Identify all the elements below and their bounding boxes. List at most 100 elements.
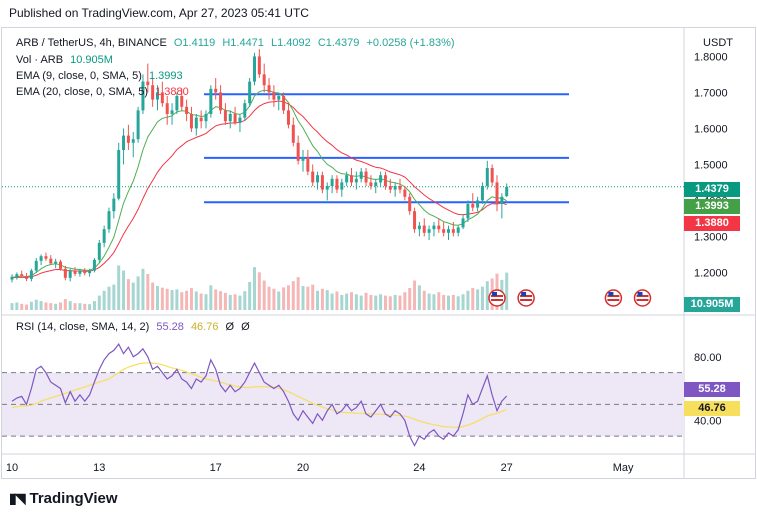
- legend-ema9-label: EMA (9, close, 0, SMA, 5): [16, 70, 142, 82]
- candle-body: [10, 276, 14, 280]
- volume-bar: [447, 295, 450, 310]
- candle-body: [131, 139, 135, 143]
- candle-body: [122, 135, 126, 150]
- candle-body: [92, 259, 96, 271]
- ema9-price-tag: 1.3993: [684, 199, 740, 214]
- candle-body: [490, 168, 494, 183]
- volume-bar: [39, 301, 43, 310]
- volume-bar: [25, 304, 29, 310]
- published-line: Published on TradingView.com, Apr 27, 20…: [9, 6, 309, 20]
- legend-symbol: ARB / TetherUS, 4h, BINANCE: [16, 37, 167, 49]
- rsi-tick-label: 80.00: [694, 352, 722, 364]
- candle-body: [209, 88, 213, 114]
- last-price-tag: 1.4379: [684, 182, 740, 197]
- volume-bar: [408, 288, 412, 310]
- volume-bar: [194, 291, 198, 310]
- time-tick-label: 17: [210, 462, 222, 474]
- candle-body: [277, 96, 281, 100]
- candle-body: [325, 186, 329, 190]
- candle-body: [267, 85, 271, 93]
- volume-bar: [248, 281, 252, 310]
- candle-body: [97, 242, 101, 260]
- candle-body: [262, 74, 266, 86]
- volume-bar: [199, 293, 203, 310]
- volume-bar: [122, 270, 126, 310]
- volume-bar: [301, 286, 305, 310]
- candle-body: [59, 261, 62, 269]
- footer-brand[interactable]: ▮◥ TradingView: [9, 490, 118, 507]
- legend-rsi-extra1: Ø: [225, 321, 235, 333]
- candle-body: [330, 178, 334, 186]
- candle-body: [413, 211, 417, 230]
- candle-body: [461, 218, 465, 228]
- volume-bar: [471, 288, 475, 310]
- volume-bar: [403, 292, 407, 310]
- candle-body: [345, 175, 349, 183]
- volume-bar: [54, 303, 58, 310]
- volume-bar: [209, 285, 213, 310]
- volume-bar: [29, 301, 33, 310]
- volume-bar: [325, 290, 329, 310]
- candle-body: [480, 186, 484, 201]
- candle-body: [291, 124, 295, 143]
- candle-body: [505, 186, 509, 197]
- volume-bar: [427, 293, 431, 310]
- legend-open: O1.4119: [173, 37, 216, 49]
- candle-body: [320, 175, 324, 190]
- legend-ema20-value: 1.3880: [155, 86, 189, 98]
- volume-bar: [78, 303, 82, 310]
- candle-body: [136, 110, 140, 140]
- candle-body: [219, 92, 223, 111]
- volume-bar: [63, 299, 67, 310]
- volume-bar: [413, 280, 417, 310]
- candle-body: [306, 157, 310, 172]
- time-tick-label: 10: [6, 462, 18, 474]
- candle-body: [146, 81, 150, 86]
- volume-bar: [204, 294, 208, 310]
- candle-body: [296, 142, 300, 161]
- candle-body: [408, 196, 412, 212]
- legend-close: C1.4379: [317, 37, 360, 49]
- candle-body: [88, 270, 92, 274]
- volume-bar: [49, 303, 53, 310]
- candle-body: [20, 274, 24, 276]
- candle-body: [25, 276, 29, 279]
- candle-body: [422, 225, 426, 233]
- volume-bar: [73, 303, 77, 310]
- volume-bar: [461, 294, 465, 310]
- candle-body: [364, 171, 368, 183]
- volume-bar: [88, 304, 92, 310]
- candle-body: [350, 175, 353, 183]
- volume-bar: [146, 274, 150, 310]
- candle-body: [68, 270, 72, 278]
- volume-bar: [165, 288, 169, 310]
- candle-body: [316, 175, 320, 183]
- volume-bar: [350, 292, 353, 310]
- event-flag-canton: [637, 292, 643, 296]
- volume-bar: [398, 295, 402, 310]
- volume-bar: [485, 281, 489, 310]
- volume-bar: [320, 288, 324, 310]
- volume-bar: [243, 291, 247, 310]
- currency-label[interactable]: USDT: [703, 37, 733, 49]
- candle-body: [238, 117, 242, 123]
- price-tick-label: 1.3000: [694, 231, 728, 243]
- candle-body: [165, 103, 169, 114]
- volume-bar: [253, 267, 256, 310]
- volume-bar: [107, 286, 111, 310]
- volume-bar: [296, 277, 300, 310]
- candle-body: [112, 198, 116, 212]
- volume-bar: [286, 285, 290, 310]
- chart-frame: [1, 27, 756, 479]
- rsi-tick-label: 40.00: [694, 415, 722, 427]
- volume-bar: [369, 294, 373, 310]
- volume-bar: [374, 295, 378, 310]
- candle-body: [228, 114, 232, 122]
- volume-bar: [364, 292, 368, 310]
- volume-bar: [238, 295, 242, 310]
- legend-symbol-row: ARB / TetherUS, 4h, BINANCE O1.4119 H1.4…: [16, 37, 459, 49]
- volume-bar: [388, 296, 392, 310]
- candle-body: [427, 229, 431, 233]
- legend-vol-label: Vol · ARB: [16, 54, 64, 66]
